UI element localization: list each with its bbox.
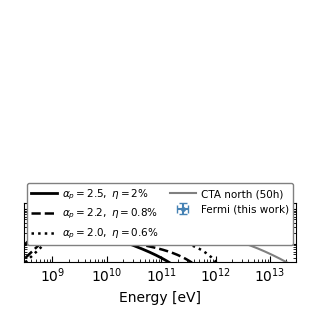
$\alpha_p = 2.0,\ \eta = 0.6\%$ [155,236,158,240]
$\alpha_p = 2.2,\ \eta = 0.8\%$ [153,246,157,250]
$\alpha_p = 2.2,\ \eta = 0.8\%$ [171,251,175,255]
$\alpha_p = 2.0,\ \eta = 0.6\%$ [186,242,189,246]
$\alpha_p = 2.0,\ \eta = 0.6\%$ [23,260,27,264]
$\alpha_p = 2.5,\ \eta = 2\%$ [155,253,158,257]
$\alpha_p = 2.2,\ \eta = 0.8\%$ [23,256,27,260]
$\alpha_p = 2.2,\ \eta = 0.8\%$ [186,258,189,262]
$\alpha_p = 2.0,\ \eta = 0.6\%$ [51,234,54,238]
$\alpha_p = 2.5,\ \eta = 2\%$ [51,216,54,220]
$\alpha_p = 2.0,\ \eta = 0.6\%$ [153,236,157,240]
CTA north (50h) [176,228,180,232]
$\alpha_p = 2.5,\ \eta = 2\%$ [171,263,175,267]
CTA north (50h) [180,228,184,232]
CTA north (50h) [289,263,293,267]
CTA north (50h) [183,228,187,232]
$\alpha_p = 2.5,\ \eta = 2\%$ [186,275,189,279]
CTA north (50h) [285,260,289,264]
Line: $\alpha_p = 2.2,\ \eta = 0.8\%$: $\alpha_p = 2.2,\ \eta = 0.8\%$ [25,232,297,320]
X-axis label: Energy [eV]: Energy [eV] [119,291,201,305]
$\alpha_p = 2.2,\ \eta = 0.8\%$ [51,230,54,234]
Line: $\alpha_p = 2.5,\ \eta = 2\%$: $\alpha_p = 2.5,\ \eta = 2\%$ [25,218,297,320]
$\alpha_p = 2.5,\ \eta = 2\%$ [153,253,157,257]
Line: CTA north (50h): CTA north (50h) [178,230,297,268]
CTA north (50h) [198,230,202,234]
Legend: $\alpha_p = 2.5,\ \eta = 2\%$, $\alpha_p = 2.2,\ \eta = 0.8\%$, $\alpha_p = 2.0,: $\alpha_p = 2.5,\ \eta = 2\%$, $\alpha_p… [27,183,293,245]
CTA north (50h) [207,232,211,236]
Line: $\alpha_p = 2.0,\ \eta = 0.6\%$: $\alpha_p = 2.0,\ \eta = 0.6\%$ [25,236,297,320]
$\alpha_p = 2.2,\ \eta = 0.8\%$ [155,246,158,250]
$\alpha_p = 2.0,\ \eta = 0.6\%$ [171,238,175,242]
$\alpha_p = 2.5,\ \eta = 2\%$ [23,242,27,246]
CTA north (50h) [295,266,299,270]
